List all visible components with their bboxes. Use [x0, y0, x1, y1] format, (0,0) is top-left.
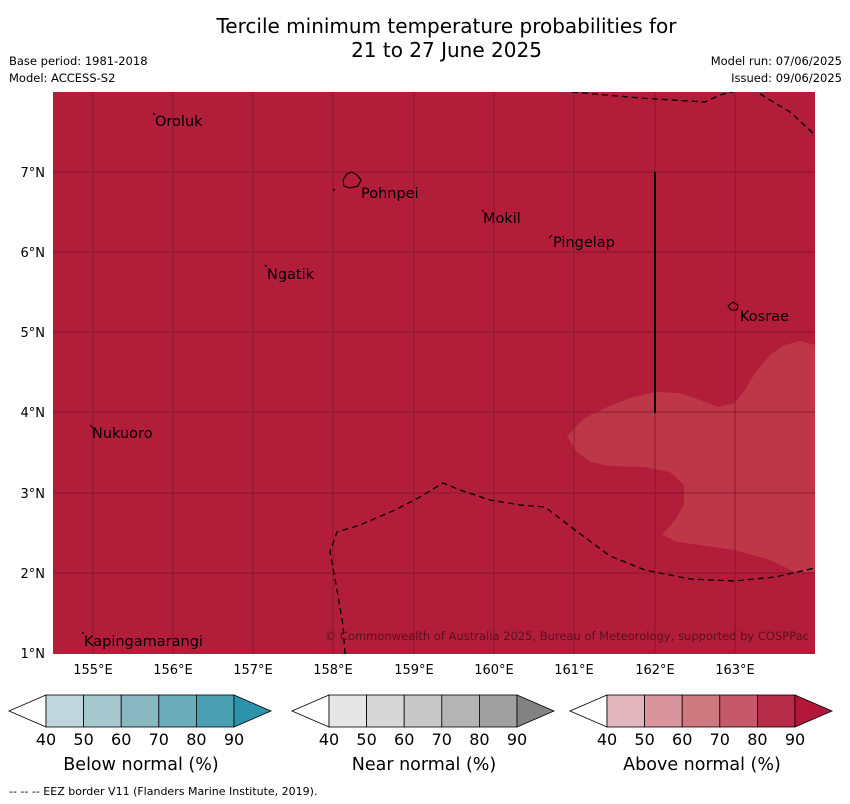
place-label: Pingelap	[553, 235, 615, 251]
colorbar-tick-label: 70	[149, 730, 169, 749]
copyright-text: © Commonwealth of Australia 2025, Bureau…	[325, 629, 809, 643]
title-line-2: 21 to 27 June 2025	[351, 38, 542, 62]
base-period-text: Base period: 1981-2018	[9, 54, 148, 68]
colorbar-segment	[441, 694, 480, 728]
colorbar-tick-label: 60	[672, 730, 692, 749]
colorbar-tick-label: 80	[747, 730, 767, 749]
colorbar-tick-label: 60	[111, 730, 131, 749]
lon-tick: 163°E	[715, 663, 755, 678]
lat-tick: 7°N	[21, 166, 46, 181]
colorbar-segment	[719, 694, 758, 728]
lat-tick: 4°N	[21, 406, 46, 421]
atoll-marks	[81, 112, 553, 635]
colorbar-segment	[158, 694, 197, 728]
colorbar-tick-label: 50	[356, 730, 376, 749]
colorbar-left-triangle	[7, 694, 47, 728]
place-label: Mokil	[483, 211, 521, 227]
colorbar-segment	[45, 694, 84, 728]
colorbar-tick-label: 90	[224, 730, 244, 749]
colorbar-label-above: Above normal (%)	[623, 755, 781, 775]
colorbar-segment	[478, 694, 518, 728]
colorbar-left-triangle	[290, 694, 330, 728]
colorbar-tick-label: 70	[710, 730, 730, 749]
colorbar-tick-label: 40	[319, 730, 339, 749]
colorbar-segment	[757, 694, 796, 728]
colorbar-segment	[120, 694, 160, 728]
colorbar-tick-label: 80	[469, 730, 489, 749]
colorbar-segment	[403, 694, 443, 728]
colorbar-segment	[195, 694, 235, 728]
colorbar-tick-label: 50	[73, 730, 93, 749]
map-background	[53, 92, 815, 654]
colorbar-segment	[83, 694, 122, 728]
colorbar-tick-label: 50	[634, 730, 654, 749]
model-run-text: Model run: 07/06/2025	[710, 54, 842, 68]
lon-tick: 162°E	[635, 663, 675, 678]
model-text: Model: ACCESS-S2	[9, 71, 116, 85]
meta-right: Model run: 07/06/2025 Issued: 09/06/2025	[711, 53, 842, 87]
kosrae-island	[727, 301, 739, 311]
lon-tick: 158°E	[313, 663, 353, 678]
place-label: Oroluk	[155, 114, 203, 130]
colorbar-segment	[606, 694, 645, 728]
eez-footnote: -- -- -- EEZ border V11 (Flanders Marine…	[9, 785, 318, 798]
probability-patch	[567, 341, 815, 572]
colorbar-label-near: Near normal (%)	[351, 755, 497, 775]
colorbar-tick-label: 40	[597, 730, 617, 749]
colorbar-right-triangle	[516, 694, 556, 728]
lat-tick: 2°N	[21, 567, 46, 582]
place-label: Kosrae	[740, 309, 789, 325]
graticule	[53, 92, 815, 654]
title-line-1: Tercile minimum temperature probabilitie…	[216, 14, 677, 38]
colorbars: 40 50 60 70 80 90 40 50 60 70 80 90 40 50 60 70 80 90	[7, 694, 834, 749]
colorbar-left-triangle	[568, 694, 608, 728]
place-label: Nukuoro	[92, 426, 153, 442]
lon-tick: 155°E	[73, 663, 113, 678]
colorbar-tick-label: 80	[186, 730, 206, 749]
pohnpei-island	[342, 171, 362, 189]
lat-tick: 1°N	[21, 647, 46, 662]
colorbar-right-triangle	[233, 694, 273, 728]
colorbar-tick-label: 90	[507, 730, 527, 749]
place-label: Ngatik	[267, 267, 315, 283]
lon-tick: 156°E	[153, 663, 193, 678]
lon-tick: 157°E	[233, 663, 273, 678]
meta-left: Base period: 1981-2018 Model: ACCESS-S2	[9, 53, 148, 87]
colorbar-tick-label: 40	[36, 730, 56, 749]
lat-tick: 5°N	[21, 326, 46, 341]
colorbar-segment	[366, 694, 405, 728]
eez-borders	[329, 92, 815, 654]
lat-tick: 3°N	[21, 487, 46, 502]
lon-tick: 161°E	[554, 663, 594, 678]
place-label: Pohnpei	[361, 186, 419, 202]
colorbar-segment	[681, 694, 721, 728]
colorbar-segment	[328, 694, 367, 728]
colorbar-tick-label: 70	[432, 730, 452, 749]
colorbar-right-triangle	[794, 694, 834, 728]
colorbar-label-below: Below normal (%)	[63, 755, 219, 775]
place-label: Kapingamarangi	[84, 634, 203, 650]
colorbar-tick-label: 90	[785, 730, 805, 749]
map-title: Tercile minimum temperature probabilitie…	[0, 14, 850, 62]
lon-tick: 159°E	[394, 663, 434, 678]
lon-tick: 160°E	[474, 663, 514, 678]
colorbar-segment	[644, 694, 683, 728]
lat-tick: 6°N	[21, 246, 46, 261]
colorbar-tick-label: 60	[394, 730, 414, 749]
issued-text: Issued: 09/06/2025	[731, 71, 842, 85]
